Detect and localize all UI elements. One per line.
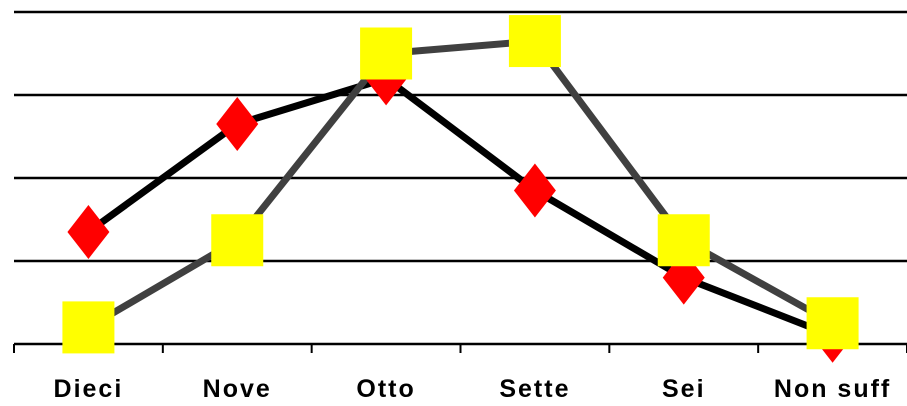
series-2-square-marker xyxy=(62,301,115,354)
x-tick-labels: Dieci Nove Otto Sette Sei Non suff xyxy=(54,375,891,403)
series-2-square-marker xyxy=(508,15,561,68)
series-2-line xyxy=(86,37,835,331)
series-1-diamond-marker xyxy=(216,97,259,152)
series-2-square-marker xyxy=(211,214,264,267)
x-tick-label: Sette xyxy=(499,375,570,403)
series-1-diamond-marker xyxy=(513,163,556,218)
series-markers xyxy=(62,15,859,363)
series-2-square-marker xyxy=(806,297,859,350)
x-tick-label: Non suff xyxy=(774,375,891,403)
series-lines xyxy=(86,37,835,339)
x-tick-label: Otto xyxy=(356,375,415,403)
x-axis xyxy=(13,344,907,353)
series-2-square-marker xyxy=(360,27,413,80)
x-tick-label: Sei xyxy=(662,375,706,403)
x-tick-label: Nove xyxy=(203,375,272,403)
series-1-line xyxy=(86,74,834,339)
x-tick-label: Dieci xyxy=(54,375,124,403)
series-1-diamond-marker xyxy=(67,204,110,259)
series-2-square-marker xyxy=(657,214,710,267)
